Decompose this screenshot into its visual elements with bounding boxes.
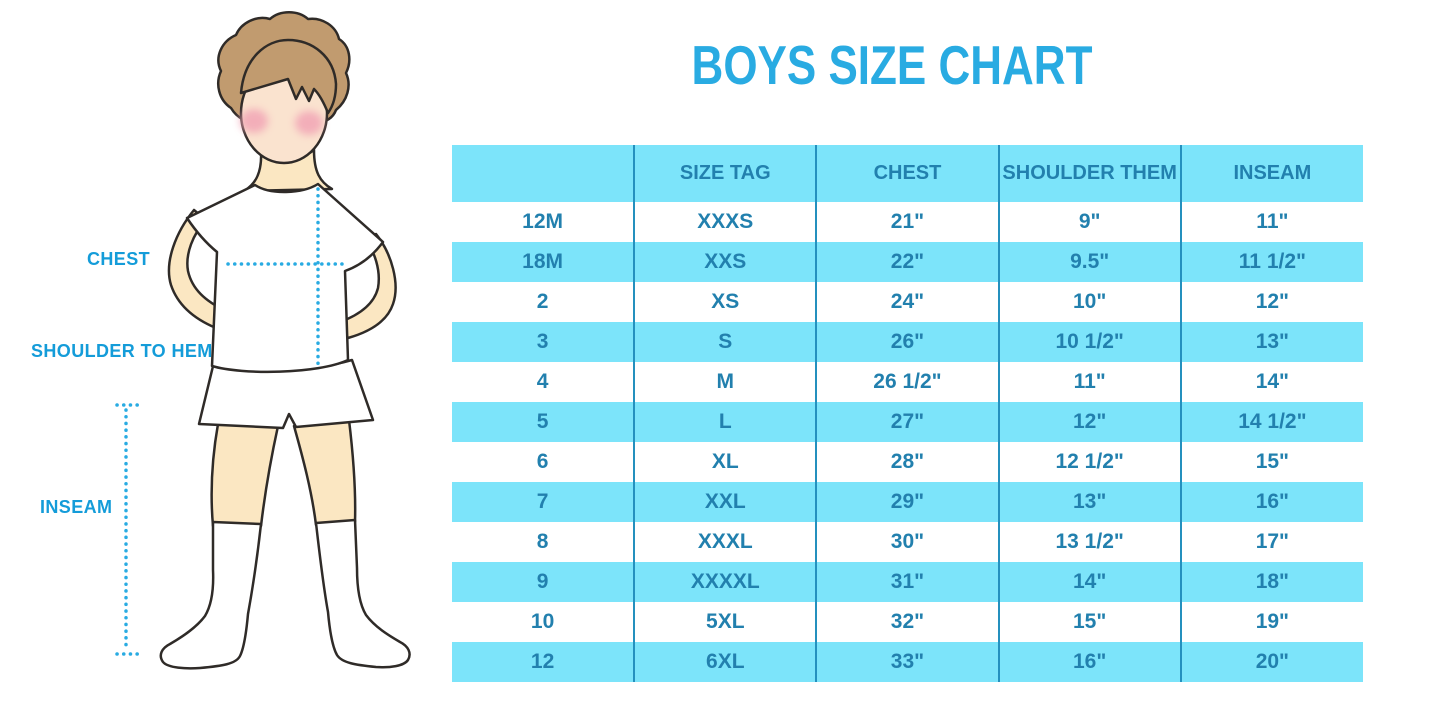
table-row: 12 6XL 33" 16" 20" <box>452 642 1363 682</box>
table-cell: 13" <box>997 482 1181 522</box>
table-cell: 24" <box>815 282 999 322</box>
column-header: SIZE TAG <box>633 145 817 202</box>
table-row: 12M XXXS 21" 9" 11" <box>452 202 1363 242</box>
table-cell: 11" <box>1179 202 1363 242</box>
table-cell: 27" <box>815 402 999 442</box>
table-cell: 10" <box>997 282 1181 322</box>
table-cell: 19" <box>1179 602 1363 642</box>
table-cell: 4 <box>536 370 549 393</box>
table-cell: 16" <box>997 642 1181 682</box>
table-row: 4 M 26 1/2" 11" 14" <box>452 362 1363 402</box>
table-row: 3 S 26" 10 1/2" 13" <box>452 322 1363 362</box>
table-cell: 11 1/2" <box>1179 242 1363 282</box>
table-row: 18M XXS 22" 9.5" 11 1/2" <box>452 242 1363 282</box>
figure-blush-right <box>295 111 323 135</box>
figure-blush-left <box>240 109 268 133</box>
table-cell: 5 <box>536 410 549 433</box>
table-cell: 5XL <box>633 602 817 642</box>
size-table: SIZE TAG CHEST SHOULDER THEM INSEAM 12M XXXS… <box>452 145 1363 682</box>
table-cell: 17" <box>1179 522 1363 562</box>
table-cell: 10 <box>530 610 555 633</box>
table-row: 6 XL 28" 12 1/2" 15" <box>452 442 1363 482</box>
table-cell: 11" <box>997 362 1181 402</box>
table-cell: 9 <box>536 570 549 593</box>
table-cell: 22" <box>815 242 999 282</box>
table-cell: 12" <box>1179 282 1363 322</box>
table-row: 2 XS 24" 10" 12" <box>452 282 1363 322</box>
table-cell: 15" <box>1179 442 1363 482</box>
figure-right-sock <box>314 518 411 669</box>
table-cell: XXXS <box>633 202 817 242</box>
table-cell: 18" <box>1179 562 1363 602</box>
table-cell: XXXXL <box>633 562 817 602</box>
table-cell: 12 <box>530 650 555 673</box>
inseam-label: INSEAM <box>40 497 113 517</box>
table-cell: 2 <box>536 290 549 313</box>
table-cell: 16" <box>1179 482 1363 522</box>
table-cell: 13" <box>1179 322 1363 362</box>
table-cell: 13 1/2" <box>997 522 1181 562</box>
column-header: CHEST <box>815 145 999 202</box>
table-cell: 7 <box>536 490 549 513</box>
table-cell: 32" <box>815 602 999 642</box>
figure-right-leg <box>292 418 357 527</box>
shoulder-to-hem-label: SHOULDER TO HEM <box>31 341 213 361</box>
table-cell: 20" <box>1179 642 1363 682</box>
table-cell: 12" <box>997 402 1181 442</box>
table-cell: 14" <box>1179 362 1363 402</box>
table-cell: 14 1/2" <box>1179 402 1363 442</box>
table-cell: 12M <box>522 210 564 233</box>
table-cell: 15" <box>997 602 1181 642</box>
table-cell: 9" <box>997 202 1181 242</box>
table-cell: XXXL <box>633 522 817 562</box>
table-cell: XXL <box>633 482 817 522</box>
table-row: 7 XXL 29" 13" 16" <box>452 482 1363 522</box>
table-cell: M <box>633 362 817 402</box>
table-cell: 26" <box>815 322 999 362</box>
table-cell: L <box>633 402 817 442</box>
table-cell: 12 1/2" <box>997 442 1181 482</box>
figure-left-sock <box>159 520 263 670</box>
table-row: 10 5XL 32" 15" 19" <box>452 602 1363 642</box>
column-header <box>452 145 635 202</box>
table-cell: 9.5" <box>997 242 1181 282</box>
header-row: SIZE TAG CHEST SHOULDER THEM INSEAM <box>452 145 1363 202</box>
table-cell: 30" <box>815 522 999 562</box>
table-cell: 21" <box>815 202 999 242</box>
figure-tshirt <box>185 182 385 374</box>
page-title: BOYS SIZE CHART <box>691 34 1093 96</box>
table-cell: 33" <box>815 642 999 682</box>
table-cell: 14" <box>997 562 1181 602</box>
table-cell: 8 <box>536 530 549 553</box>
table-cell: 29" <box>815 482 999 522</box>
table-cell: 26 1/2" <box>815 362 999 402</box>
table-cell: 6XL <box>633 642 817 682</box>
table-cell: 28" <box>815 442 999 482</box>
table-row: 8 XXXL 30" 13 1/2" 17" <box>452 522 1363 562</box>
table-cell: 18M <box>522 250 564 273</box>
table-row: 5 L 27" 12" 14 1/2" <box>452 402 1363 442</box>
size-table-header: SIZE TAG CHEST SHOULDER THEM INSEAM <box>452 145 1363 202</box>
table-cell: 31" <box>815 562 999 602</box>
table-cell: 10 1/2" <box>997 322 1181 362</box>
size-table-body: 12M XXXS 21" 9" 11" 18M XXS 22" 9.5" 11 1/2" 2 XS 24… <box>452 202 1363 682</box>
column-header: SHOULDER THEM <box>997 145 1181 202</box>
chest-label: CHEST <box>87 249 151 269</box>
figure-left-leg <box>210 422 280 528</box>
figure-hair-fringe <box>239 38 338 115</box>
table-cell: 6 <box>536 450 549 473</box>
boy-figure-illustration <box>115 11 411 670</box>
table-row: 9 XXXXL 31" 14" 18" <box>452 562 1363 602</box>
table-cell: XL <box>633 442 817 482</box>
table-cell: S <box>633 322 817 362</box>
column-header: INSEAM <box>1179 145 1363 202</box>
table-cell: XXS <box>633 242 817 282</box>
table-cell: 3 <box>536 330 549 353</box>
table-cell: XS <box>633 282 817 322</box>
